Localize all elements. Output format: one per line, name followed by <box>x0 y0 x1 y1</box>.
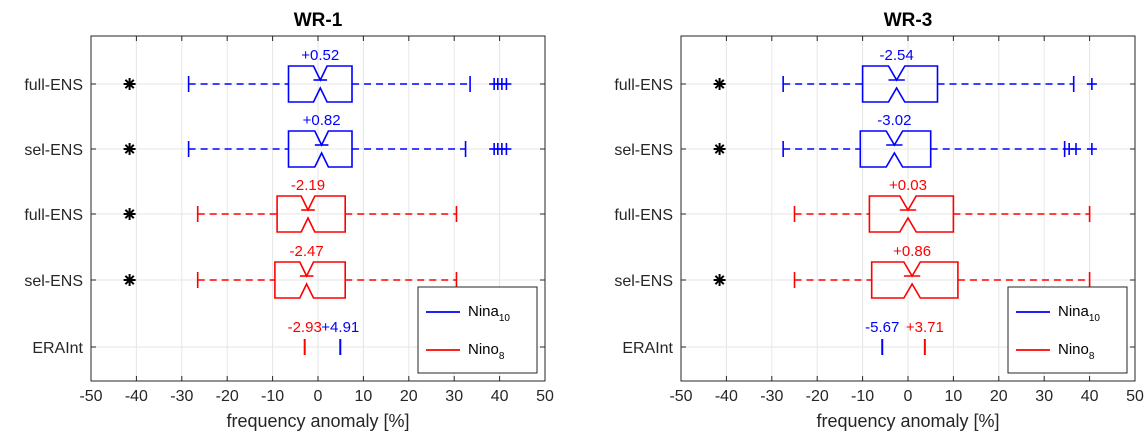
y-tick-label: full-ENS <box>614 207 673 224</box>
legend-label: Nino8 <box>468 341 505 362</box>
y-tick-label: ERAInt <box>32 340 83 357</box>
median-label: +0.82 <box>303 112 341 129</box>
legend-box <box>1007 286 1128 374</box>
legend-box <box>417 286 538 374</box>
median-label: -2.47 <box>290 243 324 260</box>
median-label: +0.03 <box>889 177 927 194</box>
box-nino-sel-ens: -2.47 <box>123 243 458 299</box>
x-tick-label: 40 <box>491 388 509 405</box>
outlier-marker <box>713 78 726 90</box>
box-body <box>868 195 955 233</box>
median-label: +0.86 <box>893 243 931 260</box>
outlier-marker <box>501 78 512 90</box>
x-tick-label: 50 <box>536 388 554 405</box>
x-tick-label: -10 <box>261 388 284 405</box>
axes-frame <box>90 35 546 382</box>
legend-label: Nino8 <box>1058 341 1095 362</box>
x-tick-label: -40 <box>715 388 738 405</box>
chart-panel-1: WR-1 -50 -40 -30 -20 -10 0 10 20 30 40 50 frequency … <box>24 10 554 431</box>
outlier-marker <box>123 143 136 155</box>
outlier-marker <box>123 208 136 220</box>
legend-entry-nino: Nino8 <box>426 341 505 362</box>
median-label: -3.02 <box>877 112 911 129</box>
observation-label: -5.67 <box>865 319 899 336</box>
legend-entry-nino: Nino8 <box>1016 341 1095 362</box>
legend-label: Nina10 <box>1058 303 1100 324</box>
x-tick-label: -50 <box>79 388 102 405</box>
x-tick-label: 40 <box>1081 388 1099 405</box>
outlier-marker <box>123 78 136 90</box>
box-nina-full-ens: -2.54 <box>713 47 1097 103</box>
box-body <box>859 130 932 168</box>
x-tick-label: -20 <box>806 388 829 405</box>
outlier-marker <box>501 143 512 155</box>
x-tick-label: 20 <box>990 388 1008 405</box>
x-tick-label: 20 <box>400 388 418 405</box>
box-body <box>276 195 347 233</box>
y-tick-label: full-ENS <box>614 77 673 94</box>
x-tick-label: -20 <box>216 388 239 405</box>
outlier-marker <box>1086 78 1097 90</box>
x-tick-label: -50 <box>669 388 692 405</box>
chart-title: WR-1 <box>294 10 343 31</box>
legend-entry-nina: Nina10 <box>1016 303 1100 324</box>
observation-label: +4.91 <box>321 319 359 336</box>
outlier-marker <box>713 143 726 155</box>
legend-entry-nina: Nina10 <box>426 303 510 324</box>
box-body <box>274 261 347 299</box>
observation-label: -2.93 <box>288 319 322 336</box>
outlier-marker <box>713 274 726 286</box>
x-tick-label: -40 <box>125 388 148 405</box>
x-tick-label: 0 <box>904 388 913 405</box>
x-tick-label: 50 <box>1126 388 1144 405</box>
legend: Nina10 Nino8 <box>1007 286 1128 374</box>
x-tick-label: -30 <box>170 388 193 405</box>
box-body <box>870 261 959 299</box>
box-body <box>287 130 353 168</box>
box-nina-sel-ens: +0.82 <box>123 112 512 168</box>
box-nino-full-ens: +0.03 <box>793 177 1091 233</box>
box-body <box>861 65 939 103</box>
legend: Nina10 Nino8 <box>417 286 538 374</box>
x-tick-label: 0 <box>314 388 323 405</box>
x-axis-label: frequency anomaly [%] <box>816 411 999 431</box>
chart-title: WR-3 <box>884 10 933 31</box>
observation-label: +3.71 <box>906 319 944 336</box>
x-axis-label: frequency anomaly [%] <box>226 411 409 431</box>
x-tick-label: 10 <box>945 388 963 405</box>
x-tick-label: 10 <box>355 388 373 405</box>
y-tick-label: sel-ENS <box>614 142 673 159</box>
box-nino-full-ens: -2.19 <box>123 177 458 233</box>
x-tick-label: -10 <box>851 388 874 405</box>
box-body <box>287 65 353 103</box>
median-label: +0.52 <box>301 47 339 64</box>
box-nino-sel-ens: +0.86 <box>713 243 1091 299</box>
outlier-marker <box>123 274 136 286</box>
box-nina-full-ens: +0.52 <box>123 47 512 103</box>
x-tick-label: 30 <box>445 388 463 405</box>
outlier-marker <box>1086 143 1097 155</box>
y-tick-label: ERAInt <box>622 340 673 357</box>
outlier-marker <box>1070 143 1081 155</box>
median-label: -2.19 <box>291 177 325 194</box>
legend-label: Nina10 <box>468 303 510 324</box>
chart-panel-2: WR-3 -50 -40 -30 -20 -10 0 10 20 30 40 50 frequency … <box>614 10 1144 431</box>
x-tick-label: -30 <box>760 388 783 405</box>
box-nina-sel-ens: -3.02 <box>713 112 1097 168</box>
y-tick-label: sel-ENS <box>24 273 83 290</box>
y-tick-label: full-ENS <box>24 77 83 94</box>
y-tick-label: sel-ENS <box>24 142 83 159</box>
y-tick-label: sel-ENS <box>614 273 673 290</box>
median-label: -2.54 <box>880 47 914 64</box>
axes-frame <box>680 35 1136 382</box>
x-tick-label: 30 <box>1035 388 1053 405</box>
y-tick-label: full-ENS <box>24 207 83 224</box>
